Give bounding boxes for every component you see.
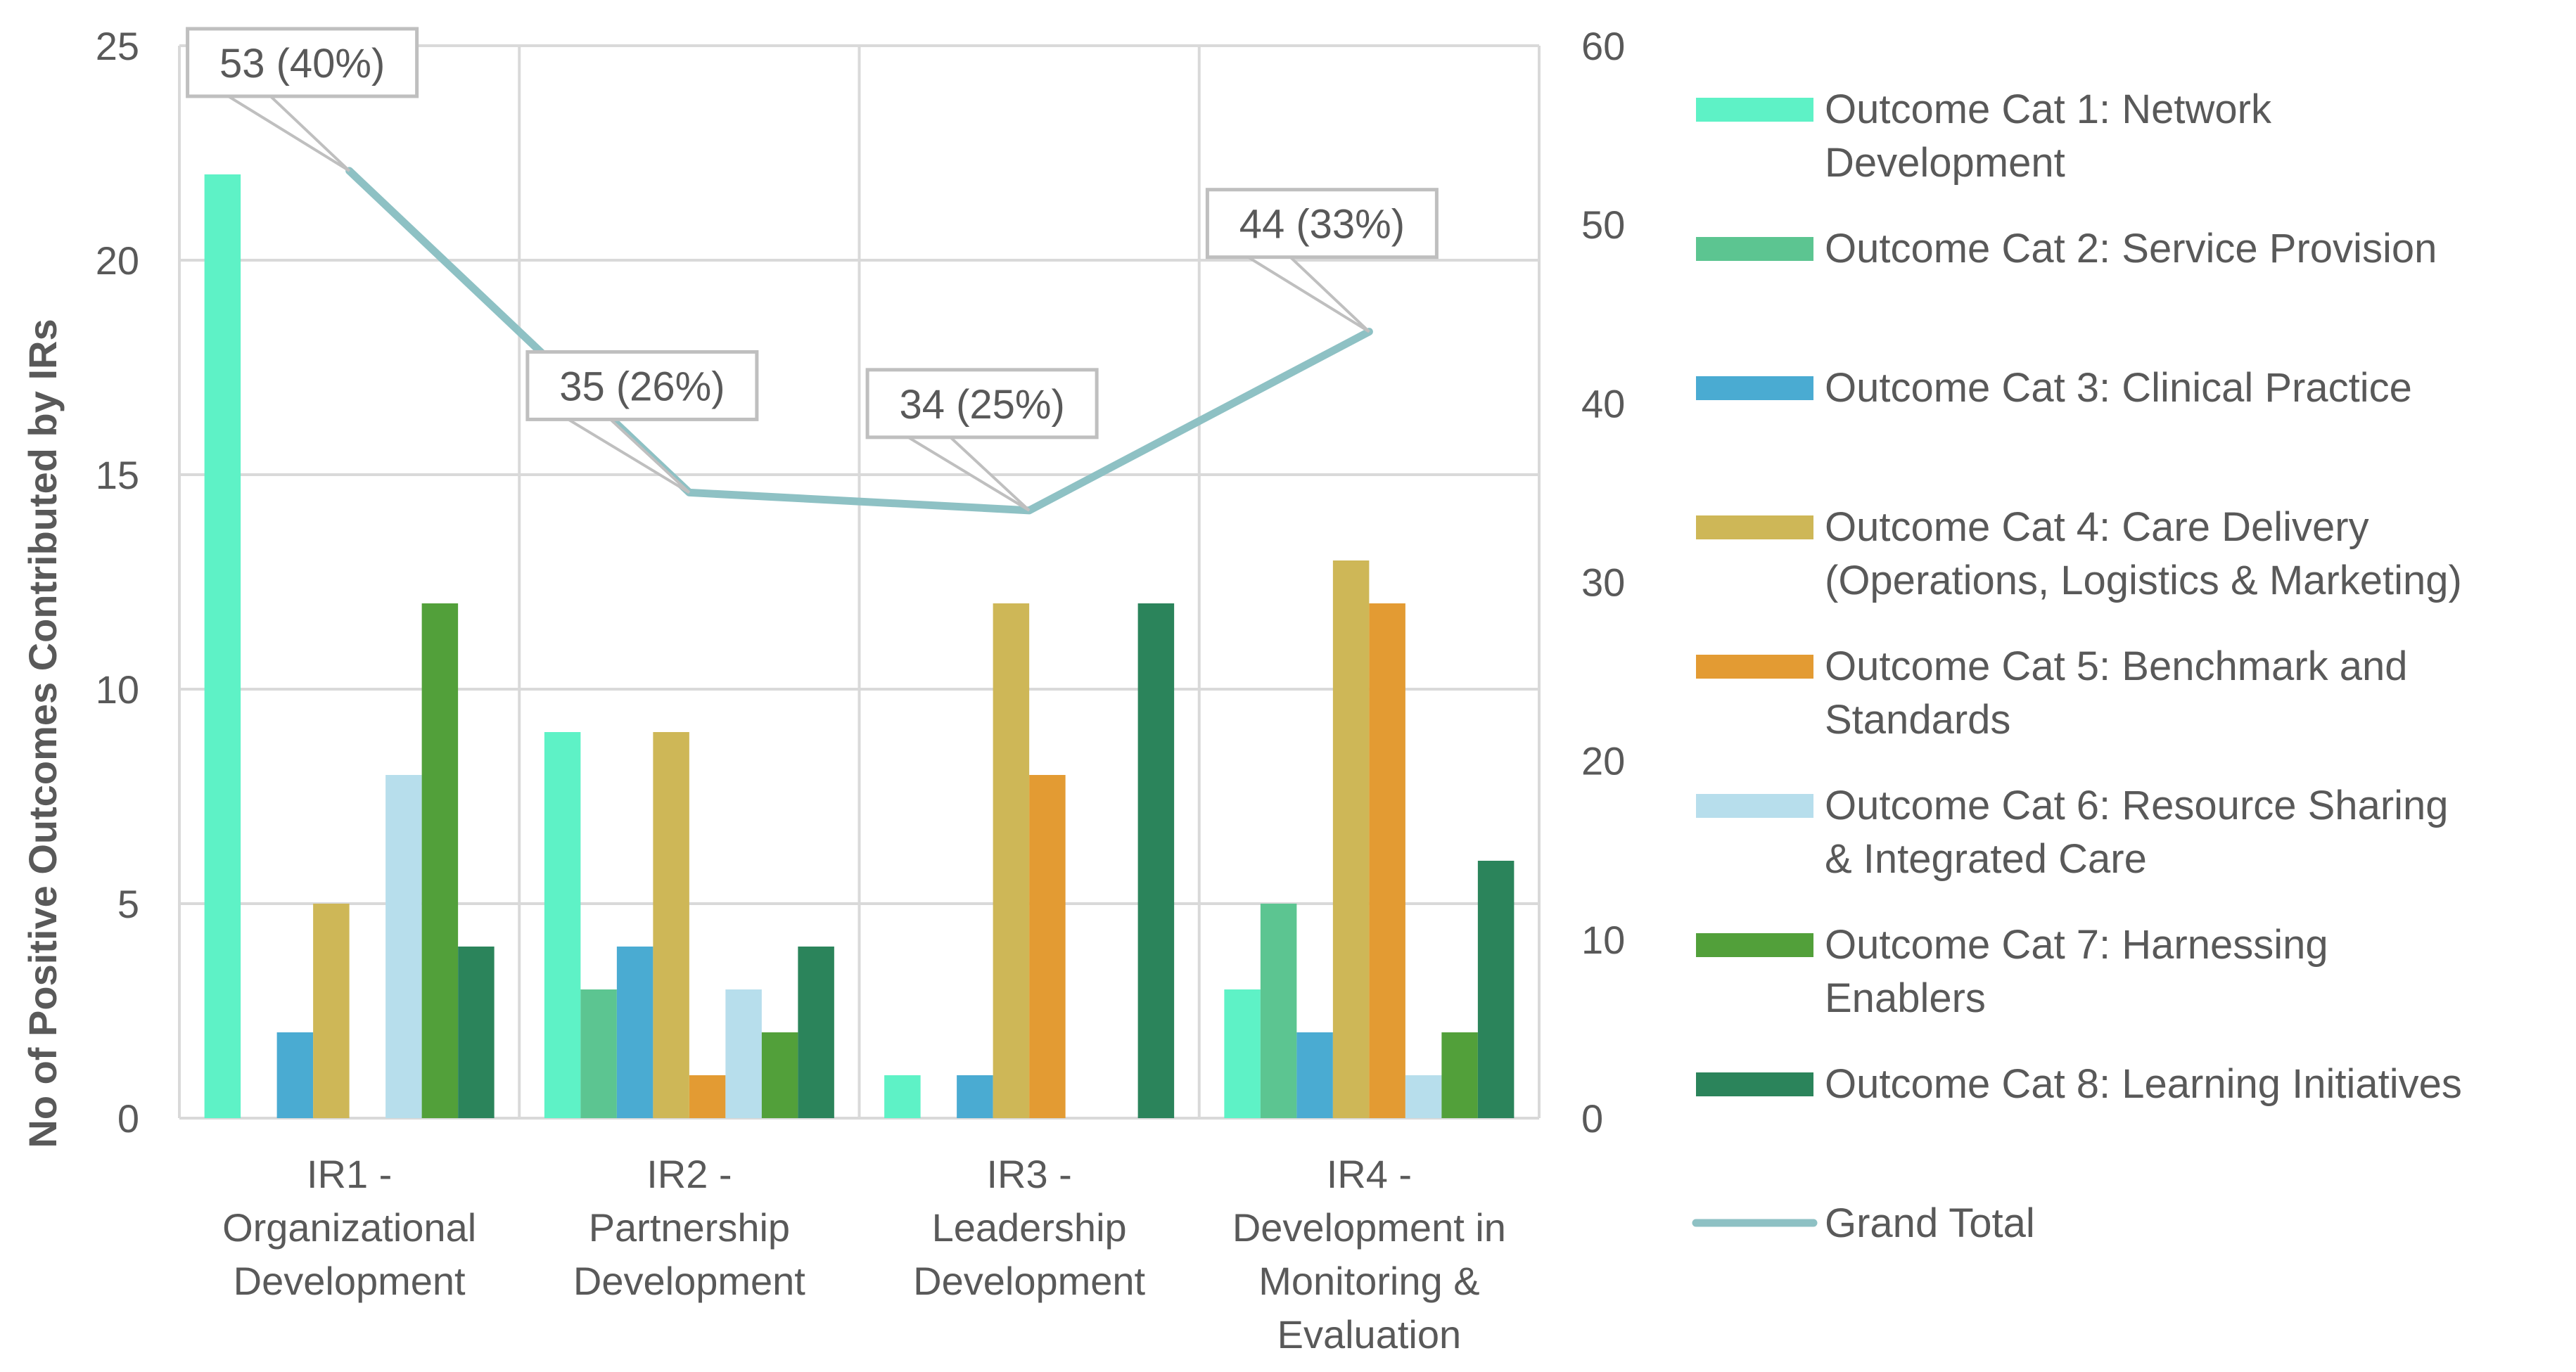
- legend-label: Outcome Cat 7: Harnessing: [1825, 922, 2328, 968]
- callout-leader: [227, 95, 350, 172]
- legend-label: (Operations, Logistics & Marketing): [1825, 558, 2462, 603]
- legend-label: Enablers: [1825, 975, 1986, 1021]
- bar: [1477, 861, 1515, 1118]
- bar: [458, 947, 495, 1118]
- legend-label: Development: [1825, 140, 2065, 186]
- y-tick-label: 15: [96, 453, 139, 497]
- bar: [1029, 775, 1066, 1118]
- bar: [313, 904, 350, 1118]
- category-label: Development: [234, 1259, 466, 1303]
- bar: [653, 732, 689, 1118]
- y2-tick-label: 0: [1581, 1096, 1603, 1141]
- bars: [204, 174, 1515, 1118]
- bar: [276, 1032, 314, 1118]
- bar: [1224, 989, 1261, 1118]
- grand-total-line: [345, 167, 1373, 515]
- y2-tick-label: 20: [1581, 739, 1625, 783]
- legend-label: Standards: [1825, 697, 2010, 743]
- y-tick-label: 25: [96, 24, 139, 68]
- category-label: Development: [913, 1259, 1145, 1303]
- bar: [1369, 603, 1405, 1118]
- callout-label: 35 (26%): [559, 364, 725, 409]
- legend-label: Outcome Cat 8: Learning Initiatives: [1825, 1061, 2462, 1107]
- bar: [1260, 904, 1297, 1118]
- legend-swatch: [1696, 1072, 1813, 1096]
- legend-label: Outcome Cat 2: Service Provision: [1825, 226, 2437, 271]
- callout-box: [525, 350, 759, 421]
- category-label: Development in: [1232, 1205, 1506, 1250]
- category-label: IR2 -: [646, 1152, 732, 1196]
- y-tick-label: 10: [96, 667, 139, 712]
- bar: [957, 1075, 993, 1118]
- y2-tick-label: 40: [1581, 381, 1625, 425]
- legend: Outcome Cat 1: Network Development Outcome…: [1692, 86, 2462, 1246]
- bar: [798, 947, 834, 1118]
- legend-swatch: [1696, 515, 1813, 539]
- y2-tick-label: 10: [1581, 918, 1625, 962]
- bar: [689, 1075, 726, 1118]
- category-label: Development: [573, 1259, 805, 1303]
- category-label: IR3 -: [986, 1152, 1071, 1196]
- data-callouts: 53 (40%) 35 (26%) 34 (25%) 44 (33%): [186, 27, 1439, 512]
- callout-box: [186, 27, 419, 98]
- legend-label: Outcome Cat 4: Care Delivery: [1825, 504, 2369, 550]
- bar: [884, 1075, 921, 1118]
- category-label: Partnership: [589, 1205, 790, 1250]
- bar: [544, 732, 581, 1118]
- legend-swatch: [1696, 655, 1813, 679]
- bar: [761, 1032, 798, 1118]
- y2-tick-label: 30: [1581, 560, 1625, 605]
- category-label: IR4 -: [1327, 1152, 1412, 1196]
- callout-label: 53 (40%): [219, 41, 385, 86]
- bar: [421, 603, 459, 1118]
- category-label: Organizational: [222, 1205, 476, 1250]
- bar: [993, 603, 1030, 1118]
- callout-label: 34 (25%): [899, 382, 1064, 428]
- legend-swatch: [1696, 933, 1813, 957]
- axes: 0 5 10 15 20 25 0 10 20 30 40 50 60 IR1 - Organization…: [96, 24, 1626, 1357]
- bar: [1137, 603, 1175, 1118]
- bar: [385, 775, 422, 1118]
- bar: [1296, 1032, 1333, 1118]
- category-label: IR1 -: [307, 1152, 392, 1196]
- y2-tick-label: 60: [1581, 24, 1625, 68]
- bar: [1332, 560, 1370, 1118]
- callout-leader: [907, 436, 1031, 512]
- callout-label: 44 (33%): [1239, 202, 1405, 248]
- callout-leader: [567, 418, 691, 494]
- y2-tick-label: 50: [1581, 203, 1625, 247]
- y-tick-label: 5: [117, 882, 139, 926]
- legend-label: Outcome Cat 3: Clinical Practice: [1825, 365, 2412, 411]
- line-series: [345, 167, 1373, 515]
- category-label: Evaluation: [1277, 1312, 1462, 1357]
- legend-swatch: [1696, 376, 1813, 400]
- legend-label: Grand Total: [1825, 1200, 2035, 1246]
- legend-label: Outcome Cat 5: Benchmark and: [1825, 643, 2408, 689]
- y-tick-label: 20: [96, 238, 139, 283]
- legend-label: & Integrated Care: [1825, 836, 2147, 882]
- legend-swatch: [1696, 794, 1813, 818]
- bar: [1405, 1075, 1442, 1118]
- legend-label: Outcome Cat 6: Resource Sharing: [1825, 783, 2449, 828]
- bar: [725, 989, 762, 1118]
- legend-label: Outcome Cat 1: Network: [1825, 86, 2272, 132]
- callout-box: [865, 368, 1099, 440]
- bar: [580, 989, 617, 1118]
- bar: [204, 174, 241, 1118]
- legend-swatch: [1696, 237, 1813, 261]
- y-axis-label: No of Positive Outcomes Contributed by I…: [20, 319, 65, 1148]
- category-label: Monitoring &: [1258, 1259, 1479, 1303]
- bar: [1441, 1032, 1478, 1118]
- category-label: Leadership: [932, 1205, 1127, 1250]
- callout-leader: [1247, 255, 1370, 333]
- bar: [616, 947, 653, 1118]
- callout-box: [1205, 188, 1439, 259]
- y-tick-label: 0: [117, 1096, 139, 1141]
- legend-swatch: [1696, 98, 1813, 122]
